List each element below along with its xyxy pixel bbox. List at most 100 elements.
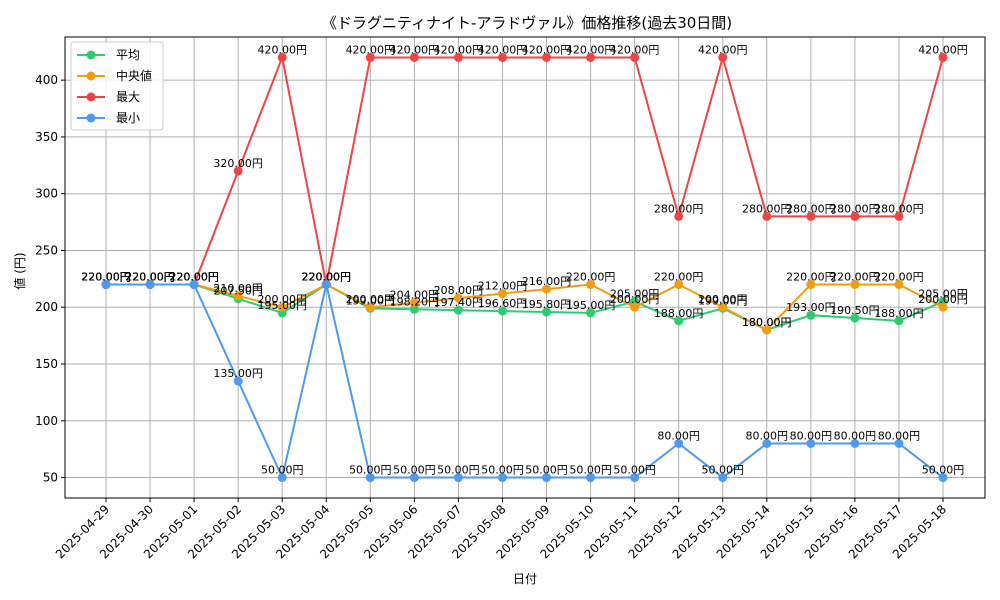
series-point — [806, 211, 816, 221]
series-line — [106, 53, 944, 286]
series-point — [630, 52, 640, 62]
y-tick-label: 400 — [35, 73, 58, 87]
data-label: 190.50円 — [830, 304, 880, 317]
data-label: 197.40円 — [434, 296, 484, 309]
legend-label: 平均 — [116, 48, 140, 62]
data-label: 195.00円 — [257, 299, 307, 312]
series-point — [718, 473, 728, 483]
series-line — [106, 283, 944, 481]
legend-marker — [86, 50, 96, 60]
data-label: 200.00円 — [698, 293, 748, 306]
y-tick-label: 100 — [35, 414, 58, 428]
data-label: 80.00円 — [790, 429, 833, 442]
data-label: 420.00円 — [434, 43, 484, 56]
data-label: 220.00円 — [81, 271, 131, 284]
legend-marker — [86, 92, 96, 102]
data-label: 50.00円 — [922, 464, 965, 477]
data-label: 220.00円 — [125, 271, 175, 284]
data-label: 420.00円 — [346, 43, 396, 56]
data-label: 188.00円 — [654, 307, 704, 320]
data-label: 50.00円 — [437, 464, 480, 477]
data-label: 50.00円 — [525, 464, 568, 477]
series-point — [674, 211, 684, 221]
data-label: 198.20円 — [390, 295, 440, 308]
data-label: 220.00円 — [830, 271, 880, 284]
series-point — [542, 473, 552, 483]
data-label: 50.00円 — [261, 464, 304, 477]
data-label: 420.00円 — [610, 43, 660, 56]
data-label: 216.00円 — [522, 275, 572, 288]
series-point — [894, 316, 904, 326]
data-label: 205.00円 — [610, 288, 660, 301]
series-point — [321, 280, 331, 290]
plot-area-frame — [64, 36, 986, 499]
series-point — [586, 308, 596, 318]
data-label: 204.00円 — [390, 289, 440, 302]
data-label: 420.00円 — [478, 43, 528, 56]
data-label: 220.00円 — [125, 271, 175, 284]
data-label: 135.00円 — [213, 367, 263, 380]
legend-label: 中央値 — [116, 68, 152, 83]
series-point — [850, 211, 860, 221]
series-point — [145, 280, 155, 290]
y-axis-ticks: 50 100 150 200 250 300 350 400 — [35, 73, 65, 485]
data-label: 320.00円 — [213, 157, 263, 170]
data-label: 220.00円 — [654, 271, 704, 284]
data-label: 220.00円 — [302, 271, 352, 284]
data-label: 280.00円 — [830, 202, 880, 215]
series-point — [233, 291, 243, 301]
data-label: 220.00円 — [81, 271, 131, 284]
data-label: 220.00円 — [302, 271, 352, 284]
legend-label: 最小 — [116, 111, 140, 125]
series-point — [497, 473, 507, 483]
y-tick-label: 150 — [35, 357, 58, 371]
y-tick-label: 50 — [43, 471, 58, 485]
series-point — [365, 302, 375, 312]
x-axis-label: 日付 — [513, 572, 537, 586]
data-label: 200.00円 — [610, 293, 660, 306]
legend-marker — [86, 113, 96, 123]
data-label: 80.00円 — [746, 429, 789, 442]
data-label: 80.00円 — [878, 429, 921, 442]
series-point — [806, 438, 816, 448]
data-label: 50.00円 — [349, 464, 392, 477]
data-label: 212.00円 — [478, 280, 528, 293]
data-label: 220.00円 — [302, 271, 352, 284]
series-point — [497, 306, 507, 316]
chart-title: 《ドラグニティナイト-アラドヴァル》価格推移(過去30日間) — [322, 14, 732, 32]
series-point — [850, 438, 860, 448]
series-point — [542, 52, 552, 62]
data-label: 208.00円 — [434, 284, 484, 297]
data-label: 50.00円 — [481, 464, 524, 477]
series-point — [806, 310, 816, 320]
data-label: 220.00円 — [169, 271, 219, 284]
data-label: 200.00円 — [918, 293, 968, 306]
data-label: 200.00円 — [257, 293, 307, 306]
series-point — [365, 52, 375, 62]
grid-layer — [65, 37, 985, 498]
series-point — [674, 316, 684, 326]
data-label: 195.00円 — [566, 299, 616, 312]
legend-label: 最大 — [116, 90, 140, 104]
data-label: 50.00円 — [613, 464, 656, 477]
data-label: 420.00円 — [522, 43, 572, 56]
data-label: 199.00円 — [346, 294, 396, 307]
series-point — [850, 280, 860, 290]
data-label: 188.00円 — [874, 307, 924, 320]
series-layer — [101, 52, 948, 483]
data-label: 180.00円 — [742, 316, 792, 329]
data-label: 220.00円 — [169, 271, 219, 284]
series-point — [674, 280, 684, 290]
series-point — [718, 52, 728, 62]
data-label: 195.80円 — [522, 298, 572, 311]
series-point — [233, 166, 243, 176]
data-label: 196.60円 — [478, 297, 528, 310]
y-tick-label: 300 — [35, 187, 58, 201]
legend-marker — [86, 71, 96, 81]
data-label: 200.00円 — [346, 293, 396, 306]
data-label: 280.00円 — [742, 202, 792, 215]
data-label: 220.00円 — [169, 271, 219, 284]
